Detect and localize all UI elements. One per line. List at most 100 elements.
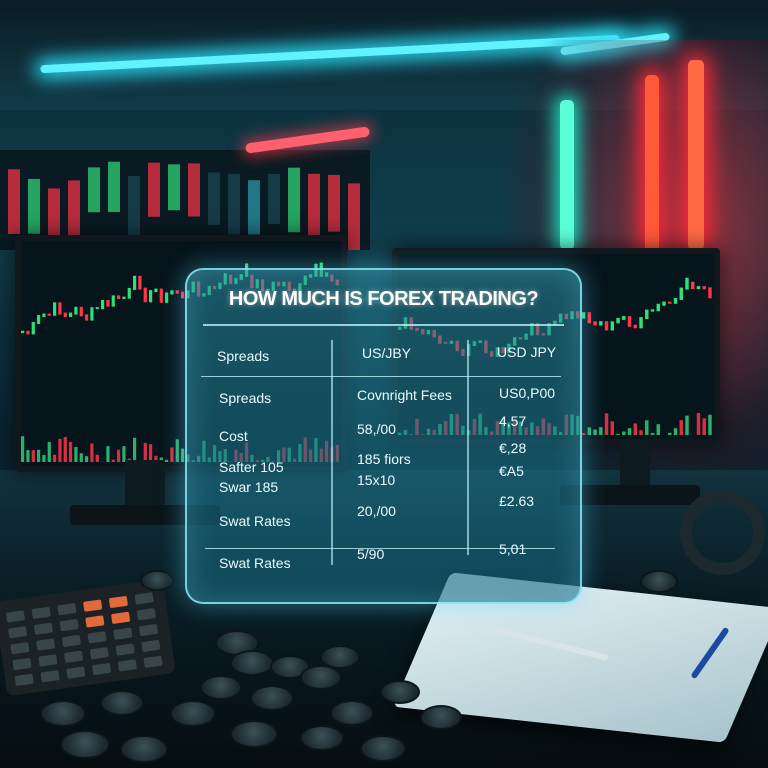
volume-bar [159, 457, 163, 462]
background-screen-bar [88, 167, 100, 213]
candle [650, 309, 655, 312]
calculator-key [143, 655, 163, 668]
calculator-key [66, 666, 86, 679]
volume-bar [21, 436, 25, 462]
calculator-key [85, 615, 105, 628]
volume-bar [53, 454, 57, 462]
candle [138, 275, 142, 290]
volume-bar [650, 432, 655, 435]
right-monitor-base [560, 485, 700, 505]
coin [200, 675, 242, 700]
calculator-key [61, 634, 81, 648]
background-screen-bar [108, 161, 120, 212]
candle [74, 306, 78, 315]
coin [60, 730, 110, 760]
calculator-key [138, 623, 159, 637]
volume-bar [149, 444, 153, 462]
volume-bar [685, 415, 689, 435]
background-screen-bar [188, 163, 200, 217]
row-label: Cost [219, 428, 248, 444]
volume-bar [616, 433, 620, 435]
coin [360, 735, 406, 763]
coin [120, 735, 168, 764]
column-divider [331, 340, 333, 565]
row-label: Swar 185 [219, 479, 279, 495]
calculator-key [10, 641, 30, 655]
candle [58, 302, 62, 315]
background-screen-wall [0, 150, 370, 253]
neon-tube-red [645, 75, 659, 255]
candle [127, 287, 131, 299]
calculator-key [87, 631, 107, 644]
candle [37, 315, 41, 325]
candle [633, 324, 638, 329]
candle [668, 301, 672, 304]
volume-bar [639, 430, 643, 435]
volume-bar [85, 456, 89, 462]
coin [320, 645, 360, 669]
header-cell: USD JPY [497, 344, 557, 360]
coin [40, 700, 86, 728]
volume-bar [74, 447, 78, 462]
row-value: 15x10 [357, 472, 396, 488]
panel-title: HOW MUCH IS FOREX TRADING? [228, 288, 539, 310]
candle [165, 292, 169, 303]
candle [26, 330, 30, 335]
row-value: 185 fiors [357, 451, 411, 467]
background-screen-bar [348, 183, 360, 252]
calculator-key [63, 650, 84, 663]
volume-bar [58, 438, 62, 462]
left-monitor-stand [125, 460, 165, 510]
candle [610, 321, 615, 331]
volume-bar [610, 421, 615, 435]
candle [181, 291, 185, 299]
volume-bar [90, 443, 94, 462]
candle [101, 299, 105, 310]
volume-bar [593, 429, 597, 435]
volume-bar [26, 450, 30, 462]
candle [604, 321, 609, 331]
calculator-key [5, 610, 26, 623]
volume-bar [627, 428, 632, 435]
row-value: 5/90 [357, 546, 385, 562]
volume-bar [165, 459, 169, 462]
header-cell: US/JBY [362, 345, 412, 361]
vr-headset [680, 490, 765, 575]
row-value: 4,57 [499, 413, 527, 429]
coin [230, 650, 274, 676]
calculator-key [59, 618, 79, 632]
row-label: Swat Rates [219, 513, 291, 529]
row-value: 58,/00 [357, 421, 396, 437]
coin [300, 725, 344, 751]
coin [250, 685, 294, 711]
right-monitor-stand [620, 440, 650, 490]
volume-bar [656, 424, 660, 435]
volume-bar [702, 418, 706, 435]
volume-bar [133, 437, 137, 462]
candle [69, 312, 73, 317]
candle [133, 275, 137, 290]
candle [581, 312, 586, 319]
divider [205, 548, 555, 549]
background-screen-bar [288, 167, 300, 233]
volume-bar [170, 447, 174, 462]
volume-bar [708, 414, 712, 435]
candle [170, 290, 174, 295]
background-screen-bar [148, 162, 160, 217]
volume-bar [63, 436, 67, 462]
background-screen-bar [8, 169, 20, 234]
candle [656, 303, 660, 312]
candle [593, 321, 597, 326]
candle [63, 312, 67, 317]
volume-bar [154, 455, 158, 462]
calculator-key [14, 673, 34, 687]
volume-bar [599, 427, 603, 435]
calculator-key [83, 599, 103, 612]
candle [616, 317, 620, 324]
candle [673, 298, 678, 304]
background-screen-bar [128, 175, 140, 238]
candle [599, 321, 603, 326]
candle [708, 287, 712, 299]
calculator-key [115, 643, 135, 656]
divider [201, 376, 561, 377]
